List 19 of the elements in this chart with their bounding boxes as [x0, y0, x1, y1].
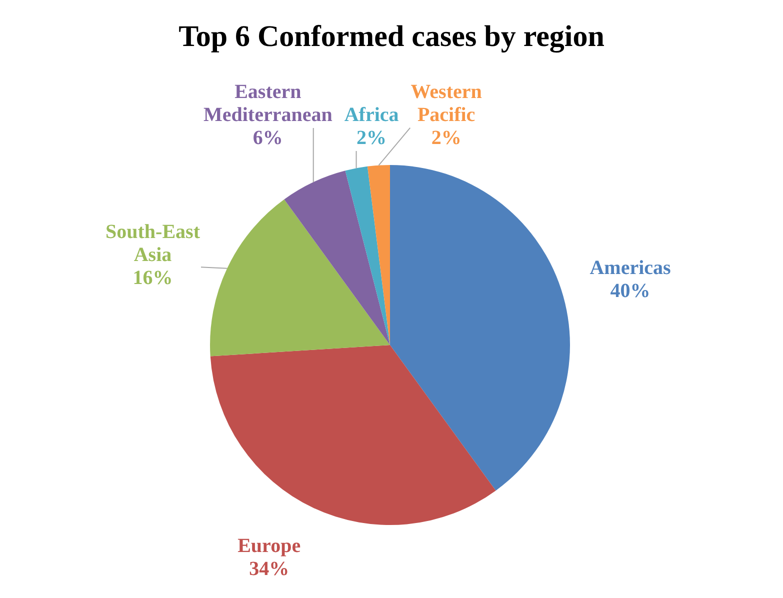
data-label: 40% — [610, 280, 650, 302]
slice-label: Western Pacific — [410, 81, 482, 126]
slice-label: South-East Asia — [106, 221, 200, 266]
pie-slice — [390, 165, 570, 491]
chart-title: Top 6 Conformed cases by region — [178, 20, 605, 53]
slice-label: Europe — [238, 535, 301, 558]
pie-slice — [210, 345, 496, 525]
pie-slice — [284, 170, 390, 345]
data-label: 16% — [132, 267, 173, 290]
data-label: 34% — [249, 558, 290, 580]
pie-slice — [367, 165, 390, 345]
slice-label: Eastern Mediterranean — [204, 81, 332, 126]
data-label: 2% — [431, 127, 462, 149]
pie-slice — [210, 199, 390, 356]
data-label: 6% — [252, 127, 283, 149]
slice-label: Americas — [590, 257, 672, 280]
slice-label: Africa — [344, 104, 399, 126]
data-label: 2% — [356, 127, 387, 149]
pie-slice — [345, 166, 390, 345]
